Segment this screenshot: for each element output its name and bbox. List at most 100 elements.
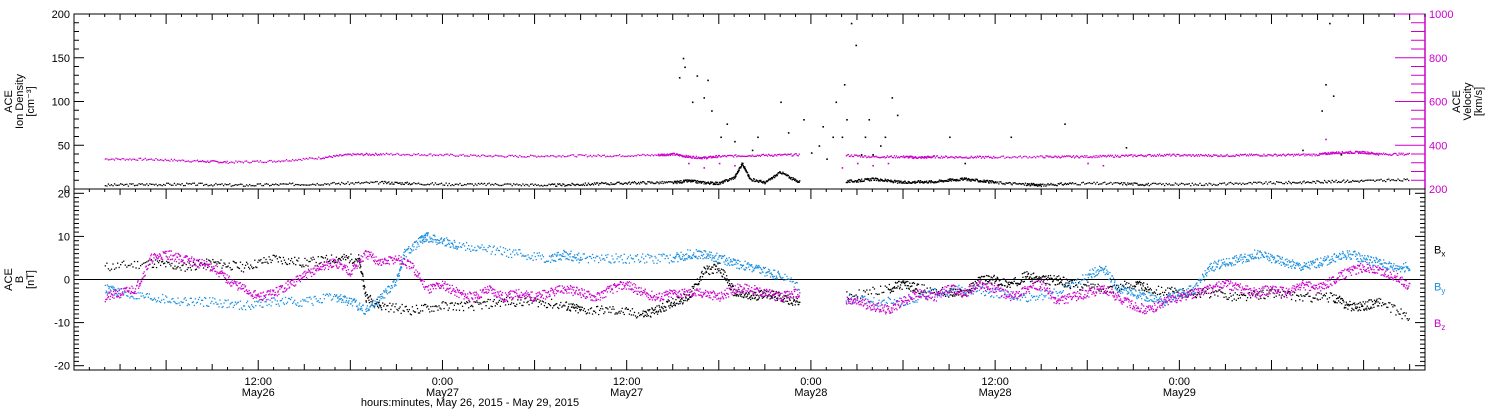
bx-point: [990, 278, 992, 281]
bx-point: [524, 298, 526, 300]
by-point: [208, 305, 210, 307]
velocity-tick-label: 200: [1429, 184, 1447, 196]
bx-point: [475, 301, 477, 304]
bx-point: [903, 281, 905, 284]
bx-point: [1321, 297, 1323, 299]
by-point: [547, 260, 550, 262]
velocity-point: [733, 156, 735, 158]
bx-point: [1033, 272, 1035, 274]
by-point: [377, 296, 379, 298]
density-point: [339, 183, 341, 186]
density-point: [587, 182, 590, 184]
velocity-point: [556, 156, 558, 158]
velocity-point: [1293, 153, 1296, 156]
velocity-point: [798, 153, 800, 155]
by-point: [387, 285, 389, 287]
bx-point: [736, 293, 738, 296]
bx-point: [1031, 280, 1033, 282]
velocity-point: [1390, 154, 1392, 156]
density-point: [760, 179, 762, 182]
bx-point: [116, 262, 119, 264]
velocity-point: [430, 153, 432, 155]
velocity-point: [996, 157, 998, 159]
by-point: [429, 238, 431, 240]
bx-point: [1039, 281, 1041, 283]
density-point: [1151, 182, 1154, 185]
velocity-point: [912, 157, 915, 160]
by-point: [346, 304, 349, 306]
density-point: [531, 183, 533, 185]
bx-point: [359, 264, 362, 266]
velocity-point: [1186, 155, 1188, 157]
velocity-point: [301, 159, 303, 161]
by-point: [515, 249, 517, 251]
density-point: [183, 184, 185, 187]
bx-point: [1009, 286, 1011, 289]
bx-point: [1035, 277, 1037, 279]
bx-point: [732, 285, 734, 288]
bx-point: [1184, 296, 1186, 298]
density-point: [1391, 179, 1393, 181]
bx-point: [1072, 285, 1075, 288]
bx-point: [230, 269, 232, 271]
bx-point: [149, 263, 151, 265]
by-point: [339, 295, 341, 297]
velocity-point: [763, 154, 766, 157]
velocity-point: [774, 154, 776, 156]
by-point: [506, 249, 509, 252]
density-point: [1194, 183, 1197, 185]
density-point: [1145, 183, 1147, 185]
density-point: [1146, 184, 1148, 186]
density-outlier: [835, 101, 838, 104]
velocity-point: [1141, 154, 1143, 157]
density-point: [745, 169, 747, 171]
velocity-point: [1330, 152, 1333, 154]
velocity-point: [1407, 153, 1409, 155]
by-point: [495, 249, 497, 251]
by-point: [347, 302, 350, 304]
density-point: [971, 178, 973, 180]
velocity-point: [1367, 153, 1369, 155]
density-outlier: [1302, 149, 1304, 152]
velocity-point: [854, 154, 857, 156]
velocity-point: [514, 154, 516, 157]
density-point: [637, 181, 640, 184]
by-point: [185, 299, 187, 301]
density-point: [996, 182, 998, 184]
velocity-point: [677, 154, 680, 156]
by-point: [485, 249, 487, 251]
bx-point: [911, 282, 914, 284]
velocity-point: [273, 160, 275, 162]
density-point: [732, 178, 734, 180]
velocity-point: [1088, 156, 1090, 158]
by-point: [158, 300, 161, 303]
velocity-point: [305, 157, 308, 160]
density-point: [1219, 182, 1221, 184]
velocity-point: [129, 158, 131, 160]
density-point: [1071, 182, 1074, 184]
by-point: [114, 290, 117, 292]
velocity-point: [1030, 157, 1032, 159]
bx-point: [229, 267, 231, 269]
density-point: [304, 184, 306, 186]
by-point: [489, 245, 491, 248]
density-point: [1208, 182, 1210, 184]
density-point: [904, 180, 906, 182]
density-point: [771, 178, 773, 180]
velocity-point: [921, 156, 923, 159]
bx-point: [1034, 277, 1036, 279]
velocity-point: [293, 160, 295, 162]
velocity-point: [748, 154, 750, 157]
density-point: [503, 183, 506, 185]
bx-point: [1205, 292, 1208, 295]
bx-point: [973, 285, 975, 287]
bx-point: [1175, 289, 1177, 291]
bx-point: [239, 261, 242, 263]
bx-point: [644, 310, 646, 313]
velocity-point: [220, 161, 222, 164]
bx-point: [628, 313, 631, 315]
bx-point: [443, 307, 445, 310]
bx-point: [252, 267, 254, 270]
velocity-point: [1180, 155, 1182, 157]
density-point: [1385, 180, 1387, 183]
